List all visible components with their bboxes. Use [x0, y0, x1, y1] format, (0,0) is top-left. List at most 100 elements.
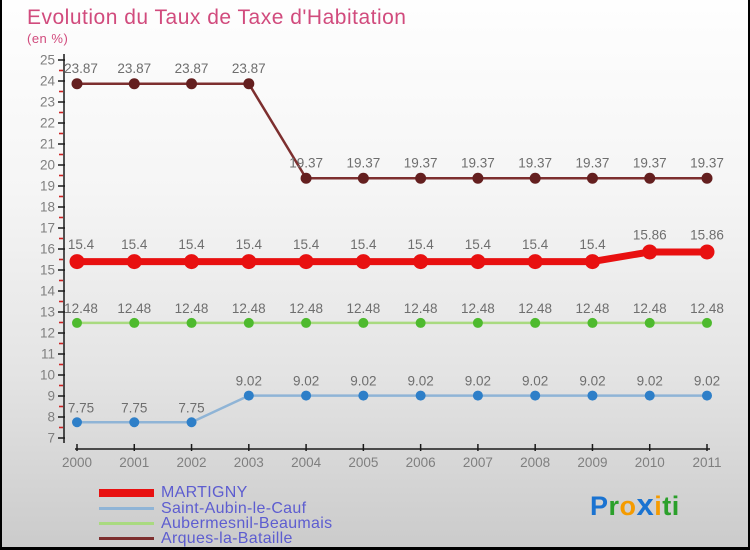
y-tick-label: 14 — [40, 284, 56, 299]
data-point-Arques-la-Bataille — [586, 172, 598, 184]
point-label: 15.4 — [236, 237, 263, 252]
data-point-Saint-Aubin-le-Cauf — [243, 390, 254, 401]
data-point-Aubermesnil-Beaumais — [129, 317, 140, 328]
y-tick-label: 13 — [40, 305, 55, 320]
data-point-Saint-Aubin-le-Cauf — [301, 390, 312, 401]
logo-letter: t — [662, 491, 672, 521]
y-tick-label: 12 — [40, 326, 55, 341]
legend-item-Arques-la-Bataille: Arques-la-Bataille — [99, 530, 332, 548]
logo-letter: o — [619, 491, 637, 521]
y-tick-label: 18 — [40, 200, 55, 215]
data-point-Saint-Aubin-le-Cauf — [415, 390, 426, 401]
point-label: 15.4 — [293, 237, 320, 252]
y-tick-label: 21 — [40, 137, 55, 152]
legend-item-Saint-Aubin-le-Cauf: Saint-Aubin-le-Cauf — [99, 499, 332, 517]
y-tick-label: 25 — [40, 53, 55, 68]
point-label: 15.4 — [522, 237, 549, 252]
x-tick-label: 2011 — [692, 455, 721, 470]
data-point-Saint-Aubin-le-Cauf — [702, 390, 712, 401]
y-tick-label: 9 — [47, 389, 55, 404]
chart-title: Evolution du Taux de Taxe d'Habitation — [27, 6, 407, 29]
x-tick-label: 2008 — [520, 455, 550, 470]
legend-label: Saint-Aubin-le-Cauf — [161, 499, 307, 517]
point-label: 12.48 — [576, 301, 610, 316]
data-point-Arques-la-Bataille — [644, 172, 656, 184]
point-label: 19.37 — [518, 156, 552, 171]
data-point-Saint-Aubin-le-Cauf — [72, 417, 82, 428]
data-point-Arques-la-Bataille — [128, 78, 140, 90]
data-point-MARTIGNY — [184, 254, 200, 270]
point-label: 19.37 — [404, 156, 438, 171]
point-label: 19.37 — [576, 156, 610, 171]
point-label: 9.02 — [522, 374, 548, 389]
point-label: 9.02 — [465, 374, 491, 389]
series-line-Arques-la-Bataille — [77, 82, 707, 180]
data-point-MARTIGNY — [470, 254, 486, 270]
point-label: 9.02 — [350, 374, 376, 389]
data-point-Saint-Aubin-le-Cauf — [358, 390, 369, 401]
point-label: 12.48 — [232, 301, 266, 316]
data-point-Arques-la-Bataille — [529, 172, 541, 184]
point-label: 9.02 — [293, 374, 319, 389]
point-label: 9.02 — [579, 374, 605, 389]
point-label: 15.4 — [178, 237, 205, 252]
point-label: 12.48 — [289, 301, 323, 316]
data-point-MARTIGNY — [413, 254, 429, 270]
x-tick-label: 2006 — [406, 455, 436, 470]
data-point-Aubermesnil-Beaumais — [472, 317, 483, 328]
point-label: 12.48 — [175, 301, 209, 316]
data-point-MARTIGNY — [69, 254, 85, 270]
legend-item-Aubermesnil-Beaumais: Aubermesnil-Beaumais — [99, 514, 333, 532]
legend-label: Arques-la-Bataille — [161, 530, 293, 548]
point-label: 23.87 — [117, 61, 151, 76]
y-tick-label: 17 — [40, 221, 55, 236]
logo-letter: x — [636, 487, 655, 522]
point-label: 15.4 — [579, 237, 606, 252]
point-label: 15.4 — [68, 237, 95, 252]
point-label: 19.37 — [461, 156, 495, 171]
point-label: 12.48 — [404, 301, 438, 316]
point-label: 15.4 — [465, 237, 492, 252]
data-point-Arques-la-Bataille — [701, 172, 713, 184]
data-point-Arques-la-Bataille — [415, 172, 427, 184]
point-label: 19.37 — [633, 156, 667, 171]
point-label: 12.48 — [633, 301, 667, 316]
data-point-MARTIGNY — [355, 254, 371, 270]
point-label: 9.02 — [637, 374, 663, 389]
point-label: 12.48 — [64, 301, 98, 316]
point-label: 9.02 — [407, 374, 433, 389]
point-label: 19.37 — [690, 156, 724, 171]
series-line-MARTIGNY — [77, 248, 707, 266]
point-label: 7.75 — [178, 400, 204, 415]
data-point-MARTIGNY — [699, 244, 715, 260]
point-label: 12.48 — [690, 301, 724, 316]
point-label: 12.48 — [117, 301, 151, 316]
legend-swatch — [99, 506, 154, 510]
point-label: 12.48 — [518, 301, 552, 316]
logo-letter: i — [654, 491, 663, 521]
y-tick-label: 20 — [40, 158, 55, 173]
y-tick-label: 22 — [40, 116, 55, 131]
series-line-Saint-Aubin-le-Cauf — [77, 394, 707, 424]
data-point-Arques-la-Bataille — [472, 172, 484, 184]
data-point-MARTIGNY — [584, 254, 600, 270]
data-point-Aubermesnil-Beaumais — [415, 317, 426, 328]
y-tick-label: 19 — [40, 179, 55, 194]
data-point-Saint-Aubin-le-Cauf — [472, 390, 483, 401]
y-tick-label: 23 — [40, 95, 55, 110]
y-tick-label: 16 — [40, 242, 55, 257]
data-point-MARTIGNY — [642, 244, 658, 260]
x-tick-label: 2000 — [62, 455, 92, 470]
data-point-Aubermesnil-Beaumais — [243, 317, 254, 328]
data-point-MARTIGNY — [241, 254, 257, 270]
x-tick-label: 2003 — [234, 455, 264, 470]
y-tick-label: 24 — [40, 74, 56, 89]
data-point-Arques-la-Bataille — [243, 78, 255, 90]
x-tick-label: 2010 — [635, 455, 665, 470]
legend-label: Aubermesnil-Beaumais — [161, 514, 333, 532]
y-tick-label: 10 — [40, 368, 55, 383]
data-point-Aubermesnil-Beaumais — [186, 317, 197, 328]
legend-swatch — [99, 537, 154, 541]
point-label: 23.87 — [232, 61, 266, 76]
data-point-Aubermesnil-Beaumais — [644, 317, 655, 328]
